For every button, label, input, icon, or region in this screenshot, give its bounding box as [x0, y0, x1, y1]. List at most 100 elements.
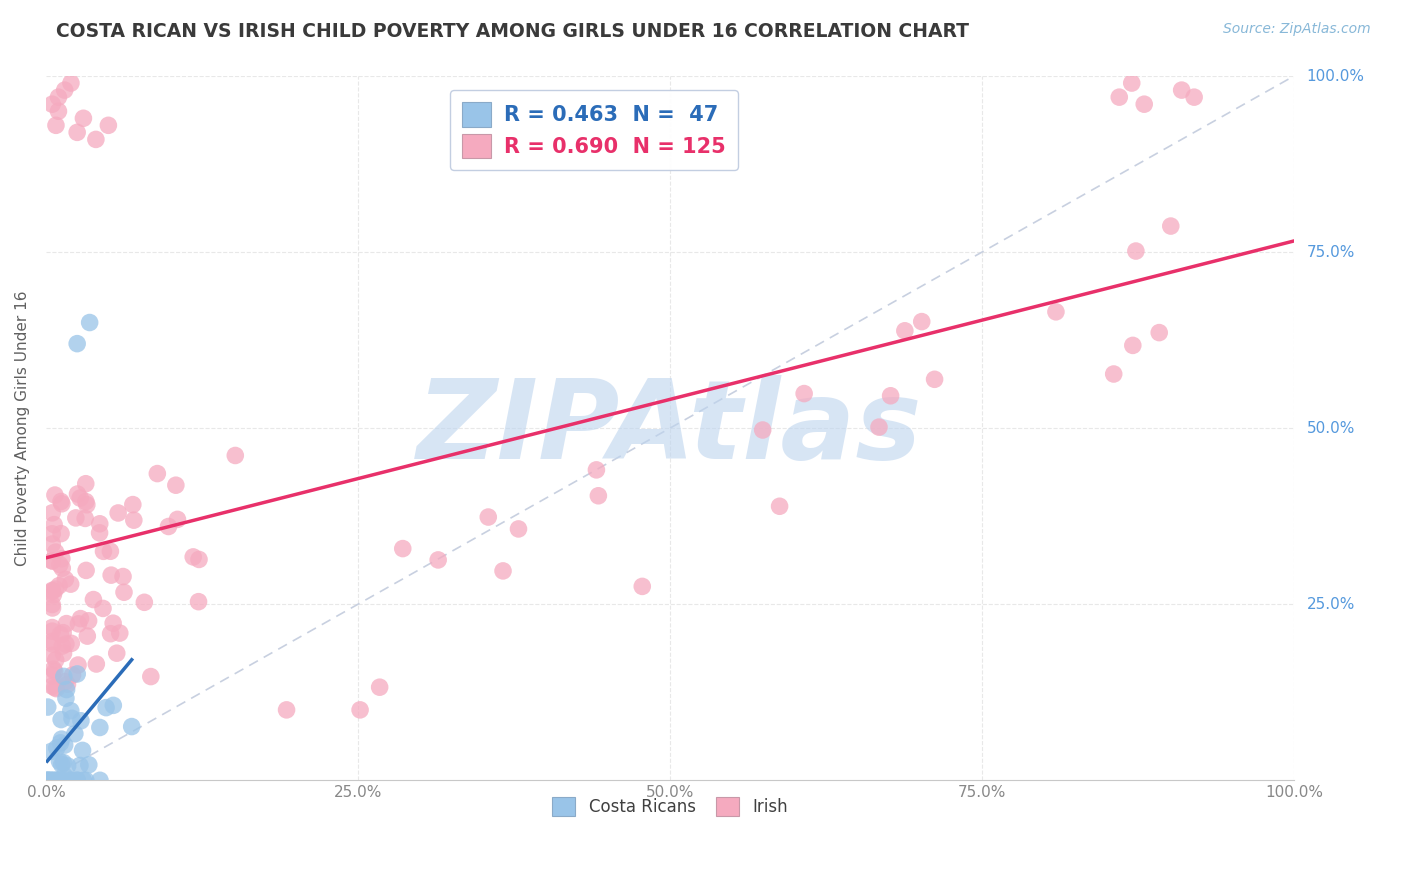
- Point: [42, 773, 65, 788]
- Point: [492, 564, 515, 578]
- Point: [139, 669, 162, 683]
- Point: [924, 372, 946, 386]
- Point: [181, 549, 204, 564]
- Point: [41, 584, 63, 599]
- Point: [41, 621, 63, 635]
- Point: [44, 488, 66, 502]
- Point: [112, 569, 135, 583]
- Point: [51, 757, 73, 772]
- Point: [41, 648, 63, 663]
- Point: [1108, 90, 1130, 104]
- Point: [41, 554, 63, 568]
- Point: [66, 773, 89, 788]
- Point: [49, 558, 72, 572]
- Point: [48, 90, 70, 104]
- Point: [105, 646, 128, 660]
- Point: [101, 616, 124, 631]
- Point: [121, 720, 143, 734]
- Point: [44, 517, 66, 532]
- Point: [349, 703, 371, 717]
- Point: [631, 579, 654, 593]
- Point: [75, 494, 97, 508]
- Point: [45, 118, 67, 132]
- Point: [93, 544, 115, 558]
- Point: [41, 637, 63, 651]
- Text: 25.0%: 25.0%: [1306, 597, 1355, 612]
- Point: [41, 773, 63, 788]
- Point: [66, 125, 89, 139]
- Point: [868, 420, 890, 434]
- Point: [53, 674, 76, 689]
- Point: [49, 494, 72, 508]
- Point: [51, 639, 73, 653]
- Point: [41, 679, 63, 693]
- Point: [157, 519, 180, 533]
- Point: [69, 758, 91, 772]
- Point: [41, 97, 63, 112]
- Point: [1182, 90, 1205, 104]
- Point: [44, 665, 66, 679]
- Point: [768, 500, 790, 514]
- Point: [1122, 338, 1144, 352]
- Point: [751, 423, 773, 437]
- Point: [75, 563, 97, 577]
- Point: [37, 773, 59, 788]
- Point: [52, 756, 75, 770]
- Point: [72, 773, 94, 788]
- Point: [86, 657, 108, 671]
- Point: [53, 738, 76, 752]
- Point: [97, 118, 120, 132]
- Point: [75, 476, 97, 491]
- Point: [1125, 244, 1147, 258]
- Point: [65, 511, 87, 525]
- Point: [52, 669, 75, 683]
- Point: [122, 513, 145, 527]
- Point: [49, 736, 72, 750]
- Point: [108, 626, 131, 640]
- Point: [39, 773, 62, 788]
- Point: [100, 544, 122, 558]
- Point: [60, 711, 83, 725]
- Point: [1102, 367, 1125, 381]
- Point: [879, 389, 901, 403]
- Point: [66, 667, 89, 681]
- Point: [48, 579, 70, 593]
- Point: [41, 526, 63, 541]
- Point: [103, 698, 125, 713]
- Point: [76, 629, 98, 643]
- Point: [41, 668, 63, 682]
- Point: [42, 662, 65, 676]
- Point: [187, 595, 209, 609]
- Point: [49, 713, 72, 727]
- Point: [49, 526, 72, 541]
- Point: [276, 703, 298, 717]
- Point: [134, 595, 156, 609]
- Point: [52, 647, 75, 661]
- Point: [42, 588, 65, 602]
- Text: Source: ZipAtlas.com: Source: ZipAtlas.com: [1223, 22, 1371, 37]
- Point: [62, 668, 84, 682]
- Point: [894, 324, 917, 338]
- Point: [45, 545, 67, 559]
- Point: [53, 769, 76, 783]
- Point: [100, 626, 122, 640]
- Point: [41, 583, 63, 598]
- Point: [166, 512, 188, 526]
- Point: [911, 315, 934, 329]
- Point: [391, 541, 413, 556]
- Point: [76, 498, 98, 512]
- Point: [100, 568, 122, 582]
- Text: 75.0%: 75.0%: [1306, 244, 1355, 260]
- Point: [69, 612, 91, 626]
- Point: [56, 677, 79, 691]
- Legend: Costa Ricans, Irish: Costa Ricans, Irish: [544, 789, 796, 825]
- Point: [55, 616, 77, 631]
- Point: [89, 525, 111, 540]
- Point: [67, 616, 90, 631]
- Point: [66, 336, 89, 351]
- Point: [49, 627, 72, 641]
- Point: [112, 585, 135, 599]
- Point: [585, 463, 607, 477]
- Point: [55, 691, 77, 706]
- Point: [48, 755, 70, 769]
